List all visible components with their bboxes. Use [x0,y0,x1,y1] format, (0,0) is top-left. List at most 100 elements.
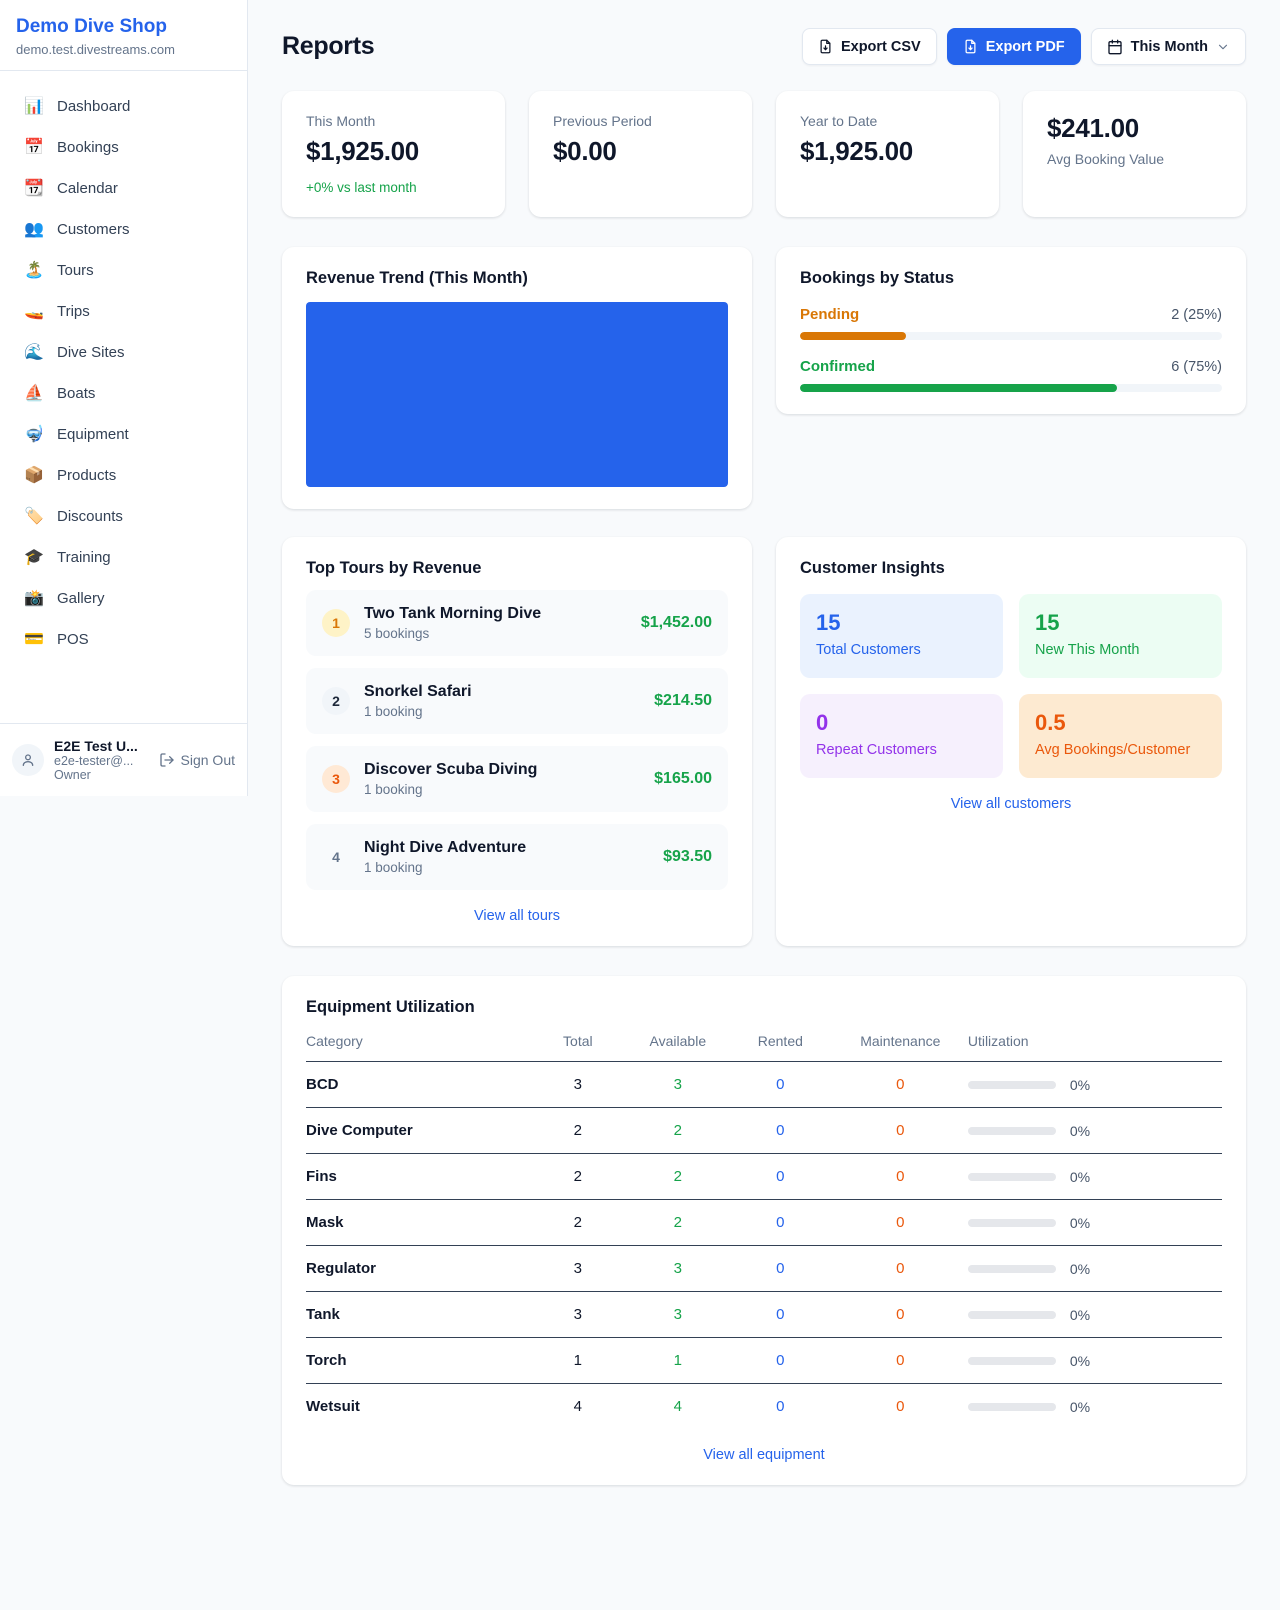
customer-insights-title: Customer Insights [800,559,945,577]
boats-icon: ⛵ [24,385,44,402]
tour-revenue: $214.50 [654,692,712,709]
cell-maintenance: 0 [832,1337,968,1384]
insights-row: Top Tours by Revenue 1 Two Tank Morning D… [282,537,1246,946]
rank-badge: 3 [322,765,350,793]
status-head: Pending 2 (25%) [800,306,1222,323]
rank-badge: 1 [322,609,350,637]
utilization-percent: 0% [1069,1076,1091,1093]
period-dropdown[interactable]: This Month [1090,28,1246,65]
insight-label: Avg Bookings/Customer [1035,742,1191,758]
column-header-total: Total [527,1033,628,1062]
sidebar-item-equipment[interactable]: 🤿 Equipment [8,414,239,454]
utilization-percent: 0% [1069,1122,1091,1139]
page-header: Reports Export CSV Export PDF This Month [282,28,1246,65]
tour-row-discover-scuba-diving[interactable]: 3 Discover Scuba Diving 1 booking $165.00 [306,746,728,812]
tour-row-snorkel-safari[interactable]: 2 Snorkel Safari 1 booking $214.50 [306,668,728,734]
cell-utilization: 0% [967,1199,1222,1246]
tour-name: Two Tank Morning Dive [364,605,542,622]
tour-info: Snorkel Safari 1 booking [364,683,472,719]
cell-utilization: 0% [967,1107,1222,1154]
view-all-tours-link[interactable]: View all tours [474,908,560,924]
export-pdf-button[interactable]: Export PDF [946,28,1081,65]
equipment-table: Category Total Available Rented Maintenance U… [306,1033,1222,1429]
top-tours-title: Top Tours by Revenue [306,559,482,577]
stat-label: Previous Period [553,113,652,129]
sidebar-item-boats[interactable]: ⛵ Boats [8,373,239,413]
status-row-pending: Pending 2 (25%) [800,306,1222,340]
utilization-wrap: 0% [967,1353,1222,1369]
cell-available: 1 [627,1337,728,1384]
insight-value: 0.5 [1035,710,1066,735]
utilization-percent: 0% [1069,1168,1091,1185]
utilization-track [967,1264,1056,1273]
tour-row-night-dive-adventure[interactable]: 4 Night Dive Adventure 1 booking $93.50 [306,824,728,890]
table-row-mask: Mask 2 2 0 0 0% [306,1199,1222,1246]
cell-available: 3 [627,1245,728,1292]
status-count: 2 (25%) [1171,307,1222,323]
cell-utilization: 0% [967,1061,1222,1108]
top-tours-card: Top Tours by Revenue 1 Two Tank Morning D… [282,537,752,946]
utilization-track [967,1310,1056,1319]
customer-insights-card: Customer Insights 15 Total Customers 15 New… [776,537,1246,946]
sidebar-item-customers[interactable]: 👥 Customers [8,209,239,249]
cell-rented: 0 [727,1107,833,1154]
tour-revenue: $1,452.00 [640,614,712,631]
sidebar-item-pos[interactable]: 💳 POS [8,619,239,659]
insight-label: New This Month [1035,642,1140,658]
insight-label: Total Customers [816,642,921,658]
equipment-utilization-card: Equipment Utilization Category Total Avail… [282,976,1246,1485]
stat-value: $1,925.00 [800,136,913,166]
discounts-icon: 🏷️ [24,508,44,525]
view-all-customers-link[interactable]: View all customers [950,796,1072,812]
status-progress-track [800,332,1222,340]
cell-available: 2 [627,1199,728,1246]
cell-category: BCD [306,1061,528,1108]
cell-maintenance: 0 [832,1153,968,1200]
column-header-available: Available [627,1033,728,1062]
sidebar-item-gallery[interactable]: 📸 Gallery [8,578,239,618]
customers-icon: 👥 [24,221,44,238]
tour-bookings: 1 booking [364,782,423,797]
period-label: This Month [1130,38,1208,55]
table-row-torch: Torch 1 1 0 0 0% [306,1337,1222,1384]
tour-row-two-tank-morning-dive[interactable]: 1 Two Tank Morning Dive 5 bookings $1,452.0… [306,590,728,656]
sidebar-item-tours[interactable]: 🏝️ Tours [8,250,239,290]
sidebar-item-trips[interactable]: 🚤 Trips [8,291,239,331]
insight-value: 15 [1035,610,1060,635]
view-all-equipment-link[interactable]: View all equipment [703,1447,825,1463]
brand-name[interactable]: Demo Dive Shop [16,16,167,37]
cell-maintenance: 0 [832,1245,968,1292]
stat-label: This Month [306,113,376,129]
revenue-trend-title: Revenue Trend (This Month) [306,269,528,287]
cell-total: 3 [527,1291,628,1338]
brand: Demo Dive Shop demo.test.divestreams.com [0,0,247,71]
sign-out-label: Sign Out [180,752,235,768]
cell-utilization: 0% [967,1337,1222,1384]
sidebar-item-label: Bookings [57,138,119,156]
sidebar-item-discounts[interactable]: 🏷️ Discounts [8,496,239,536]
bookings-by-status-card: Bookings by Status Pending 2 (25%) Confirm… [776,247,1246,414]
sidebar-item-training[interactable]: 🎓 Training [8,537,239,577]
status-row-confirmed: Confirmed 6 (75%) [800,358,1222,392]
cell-category: Mask [306,1199,528,1246]
export-csv-button[interactable]: Export CSV [801,28,937,65]
table-row-fins: Fins 2 2 0 0 0% [306,1153,1222,1200]
stats-row: This Month $1,925.00 +0% vs last month P… [282,91,1246,217]
tour-revenue: $165.00 [654,770,712,787]
stat-card-previous-period: Previous Period $0.00 [529,91,752,217]
utilization-percent: 0% [1069,1214,1091,1231]
cell-utilization: 0% [967,1384,1222,1430]
tour-info: Discover Scuba Diving 1 booking [364,761,537,797]
insight-tile-avg-bookings-customer: 0.5 Avg Bookings/Customer [1019,694,1222,778]
chevron-down-icon [1218,44,1228,49]
sidebar-item-products[interactable]: 📦 Products [8,455,239,495]
sidebar-item-label: POS [57,630,89,648]
sidebar-item-dive-sites[interactable]: 🌊 Dive Sites [8,332,239,372]
cell-available: 2 [627,1107,728,1154]
sign-out-button[interactable]: Sign Out [159,752,235,768]
utilization-track [967,1356,1056,1365]
sidebar-item-bookings[interactable]: 📅 Bookings [8,127,239,167]
sidebar-item-calendar[interactable]: 📆 Calendar [8,168,239,208]
sidebar-item-dashboard[interactable]: 📊 Dashboard [8,86,239,126]
status-label: Pending [800,306,860,323]
